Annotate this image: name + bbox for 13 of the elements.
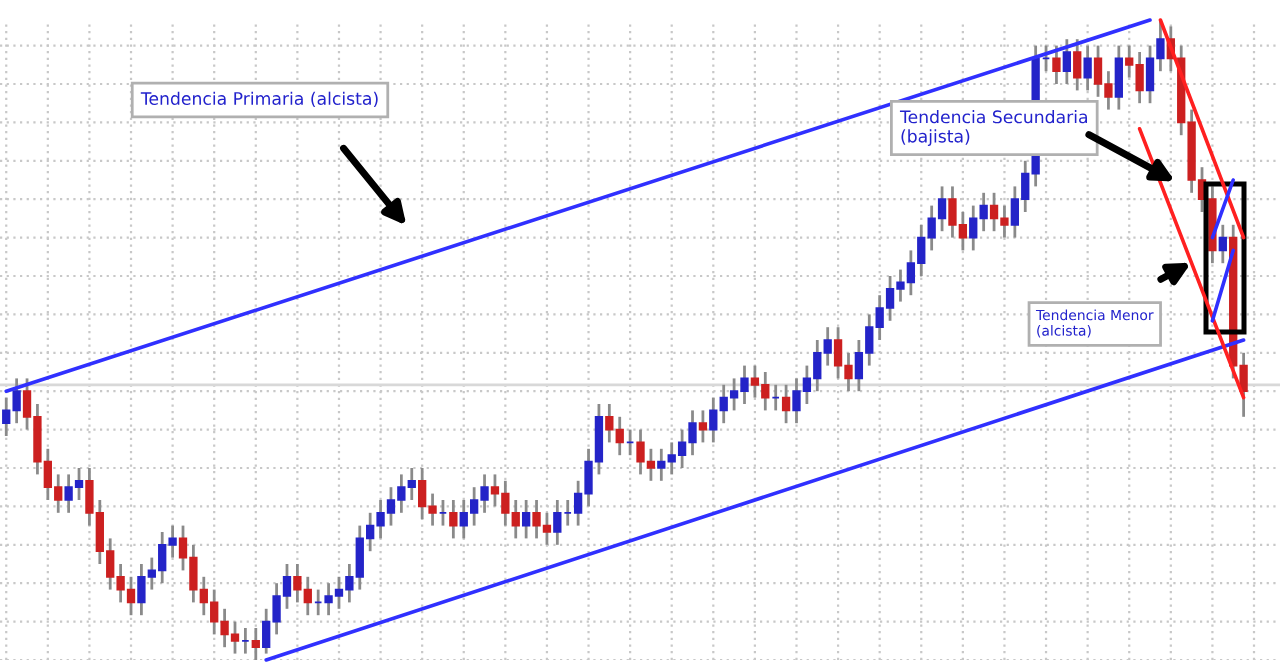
candlestick bbox=[781, 383, 791, 425]
candlestick bbox=[1083, 44, 1092, 92]
candlestick bbox=[1114, 44, 1123, 111]
candlestick bbox=[449, 498, 458, 540]
candlestick bbox=[1062, 37, 1072, 86]
annotation: Tendencia Secundaria (bajista) bbox=[899, 110, 1087, 146]
candlestick bbox=[1218, 223, 1227, 265]
candlestick bbox=[521, 498, 531, 540]
candlestick bbox=[1073, 37, 1082, 92]
candlestick bbox=[1052, 44, 1061, 86]
candlestick bbox=[251, 626, 260, 660]
candlestick bbox=[698, 409, 708, 444]
annotation: Tendencia Primaria (alcista) bbox=[140, 91, 378, 108]
